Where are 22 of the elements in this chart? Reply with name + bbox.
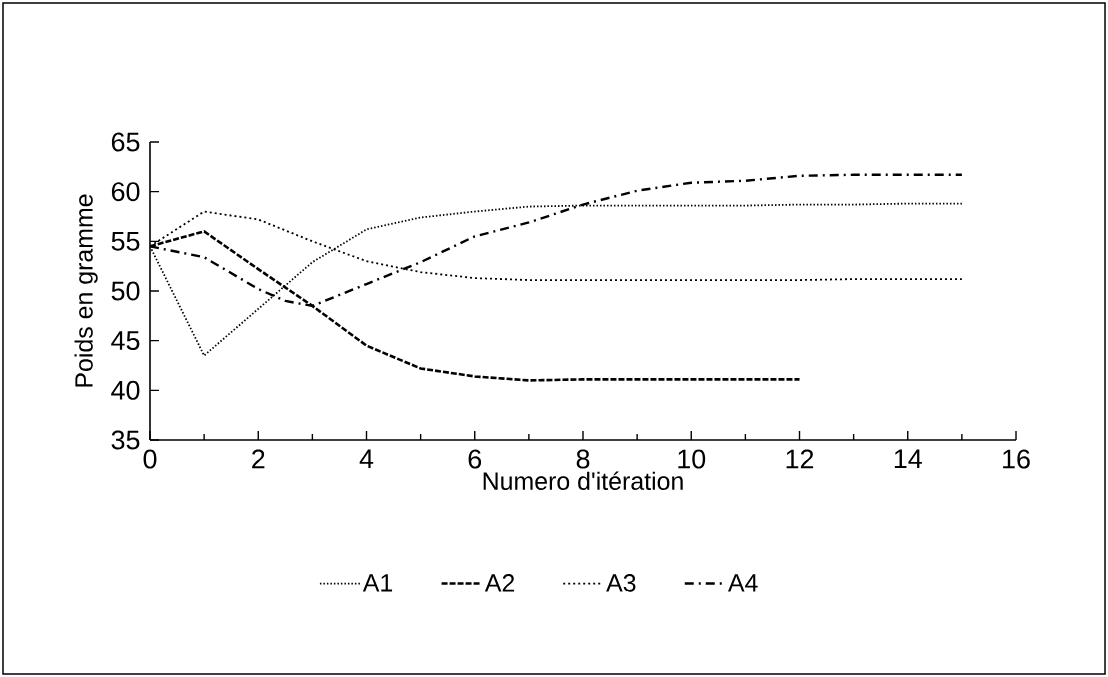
y-tick-label: 45 xyxy=(111,331,140,351)
legend-label: A3 xyxy=(606,574,636,592)
y-tick-label: 35 xyxy=(111,430,140,450)
y-tick-label: 40 xyxy=(111,380,140,400)
x-tick-label: 12 xyxy=(786,449,814,469)
legend-label: A4 xyxy=(727,574,758,592)
y-tick-label: 60 xyxy=(111,182,140,202)
x-tick-label: 10 xyxy=(678,449,706,469)
x-tick-label: 16 xyxy=(1003,449,1030,469)
x-tick-label: 4 xyxy=(359,449,374,469)
x-tick-label: 8 xyxy=(576,449,590,469)
y-axis-title: Poids en gramme xyxy=(74,194,98,387)
x-tick-label: 6 xyxy=(468,449,482,469)
y-tick-label: 50 xyxy=(111,281,140,301)
x-axis-title: Numero d'itération xyxy=(483,471,683,490)
y-tick-label: 55 xyxy=(111,231,140,251)
x-tick-label: 0 xyxy=(143,449,157,469)
y-tick-label: 65 xyxy=(111,132,140,152)
x-tick-label: 14 xyxy=(894,449,922,469)
legend-label: A1 xyxy=(362,574,393,592)
legend-label: A2 xyxy=(484,574,515,592)
x-tick-label: 2 xyxy=(252,449,265,469)
